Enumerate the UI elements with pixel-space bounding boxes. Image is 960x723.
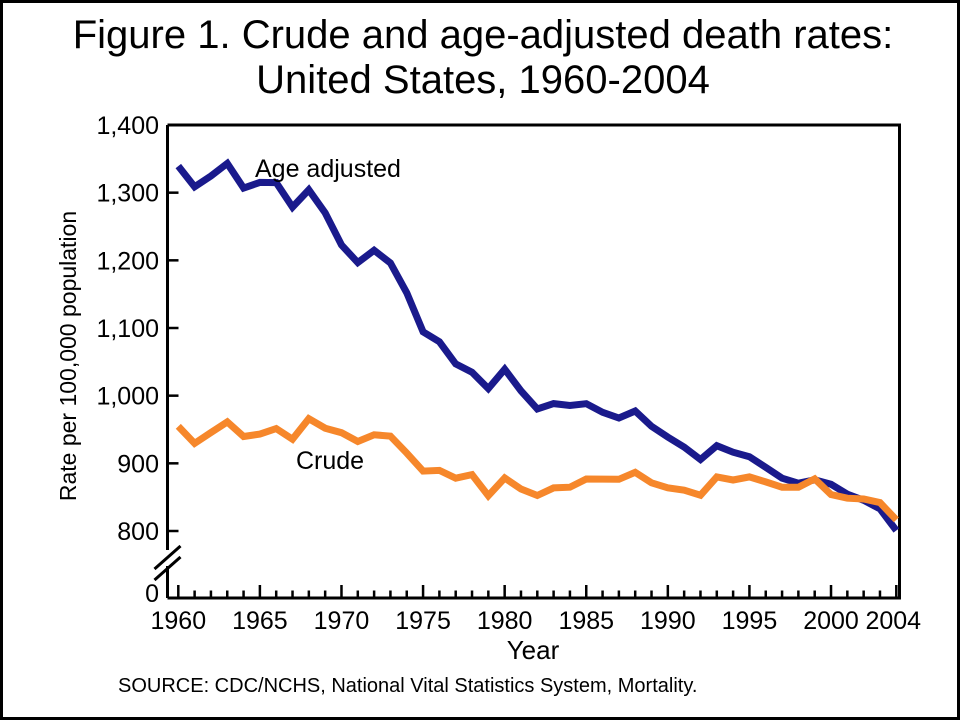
chart: Figure 1. Crude and age-adjusted death r… <box>55 13 921 697</box>
x-tick-label: 1960 <box>150 607 206 635</box>
x-tick-label: 1980 <box>477 607 533 635</box>
x-tick-label: 1995 <box>722 607 778 635</box>
x-tick-label: 1985 <box>558 607 614 635</box>
y-tick-label: 1,200 <box>96 247 159 275</box>
x-tick-label: 1975 <box>395 607 451 635</box>
figure-title-line1: Figure 1. Crude and age-adjusted death r… <box>73 13 894 57</box>
source-note: SOURCE: CDC/NCHS, National Vital Statist… <box>118 675 697 697</box>
data-lines <box>175 158 900 533</box>
y-tick-label: 1,100 <box>96 315 159 343</box>
y-tick-label: 800 <box>117 518 159 546</box>
y-tick-label: 1,300 <box>96 180 159 208</box>
x-tick-label: 2000 <box>803 607 859 635</box>
y-axis-title: Rate per 100,000 population <box>55 211 81 501</box>
y-tick-label: 900 <box>117 450 159 478</box>
axis-break-slash <box>153 555 182 582</box>
series-label-crude: Crude <box>296 447 364 475</box>
y-tick-label-zero: 0 <box>145 580 159 608</box>
x-tick-label: 1970 <box>314 607 370 635</box>
x-tick-label: 2004 <box>865 607 921 635</box>
y-tick-label: 1,000 <box>96 383 159 411</box>
line-age-adjusted <box>175 158 900 533</box>
line-crude <box>175 414 899 523</box>
x-tick-label: 1990 <box>640 607 696 635</box>
figure-title-line2: United States, 1960-2004 <box>256 58 710 102</box>
x-tick-label: 1965 <box>232 607 288 635</box>
x-axis-title: Year <box>507 635 560 665</box>
y-tick-label: 1,400 <box>96 112 159 140</box>
plot-frame <box>167 123 901 600</box>
axis-break-slash <box>153 544 182 571</box>
series-label-age-adjusted: Age adjusted <box>255 155 401 183</box>
